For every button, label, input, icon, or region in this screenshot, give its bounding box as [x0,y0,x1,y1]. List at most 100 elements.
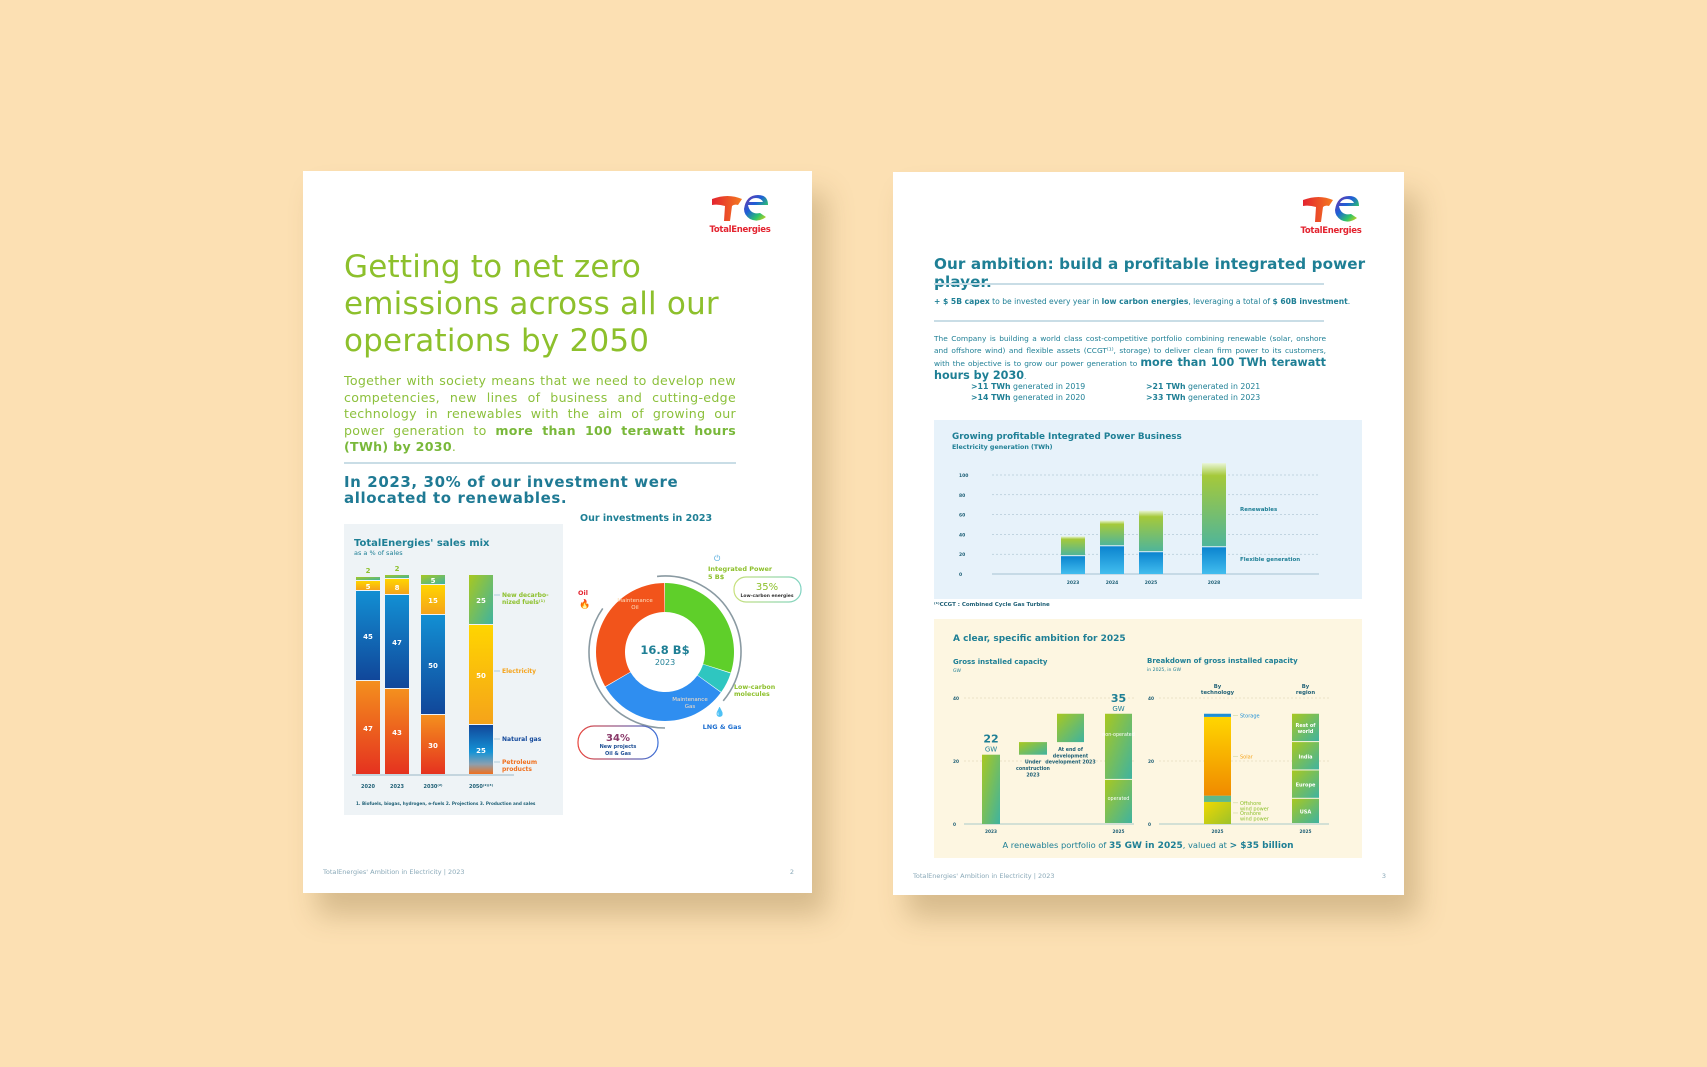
inner-label-maintenance-oil: Oil [631,605,639,611]
investments-donut-chart: Our investments in 2023 16.8 B$2023 Mainte… [577,513,802,760]
bar-segment-offshore-wind-power [1204,795,1231,802]
donut-center-label: 2023 [655,658,675,667]
segment-label: India [1298,754,1312,760]
bar-segment [421,715,445,774]
generation-list-2: >21 TWh generated in 2021 >33 TWh genera… [1146,381,1260,403]
new-projects-sub: Oil & Gas [605,751,631,757]
donut-segment-oil [596,583,665,687]
bar-flexible-generation [1100,546,1124,574]
capex-bold: $ 60B investment [1272,297,1348,306]
legend-label-new-decarbo-nized-fuels-: New decarbo- [502,592,549,599]
page-right: TotalEnergies Our ambition: build a prof… [893,172,1404,895]
chart-footnote: 1. Biofuels, biogas, hydrogen, e-fuels 2… [356,801,536,806]
paragraph-bold: more than 100 TWh terawatt hours by 2030 [934,356,1326,382]
bar-segment-europe [1292,770,1319,798]
x-tick-label: 2025 [1300,829,1312,835]
totalenergies-logo: TotalEnergies [708,191,772,239]
x-tick-label: 2025 [1212,829,1224,835]
bar-segment [469,725,493,774]
y-tick-label: 0 [953,822,956,828]
logo-mark-icon [712,195,768,221]
bar-segment-rest-of-world [1292,713,1319,742]
bar-segment [385,575,409,578]
bar-segment-india [1292,742,1319,770]
capex-end: . [1347,297,1351,306]
legend-label-cont: products [502,766,532,773]
bar-part-label: operated [1108,796,1130,802]
chart-subtitle: Electricity generation (TWh) [952,444,1053,451]
bar-segment [421,585,445,614]
chart-title: TotalEnergies' sales mix [354,538,490,549]
segment-label: wind power [1240,816,1270,822]
bar-flexible-generation [1202,547,1226,574]
x-tick-label: 2030⁽²⁾ [424,784,444,790]
sales-mix-panel: TotalEnergies' sales mix as a % of sales 4… [344,524,563,815]
capex-bold: + $ 5B capex [934,297,990,306]
data-label: 25 [476,747,486,755]
data-label: 2 [395,565,400,573]
data-label: 25 [476,597,486,605]
generation-item: >21 TWh generated in 2021 [1146,382,1261,391]
chart-subtitle: in 2025, in GW [1147,667,1181,673]
chart-title: Growing profitable Integrated Power Busi… [952,432,1182,442]
group-header: By [1302,684,1310,690]
data-label: 43 [392,729,402,737]
bar-part-label: non-operated [1102,732,1135,738]
step-label: At end of [1058,747,1084,753]
y-tick-label: 0 [1148,822,1151,828]
capex-text: to be invested every year in [989,297,1102,306]
bracket-arc-oil-gas [588,607,666,729]
logo-mark-icon [1303,196,1359,222]
footer-text: TotalEnergies' Ambition in Electricity |… [323,868,465,876]
callout-oil: Oil [578,589,588,597]
step-label: construction [1016,766,1051,772]
intro-text: Together with society means that we need… [344,373,736,438]
y-tick-label: 80 [959,493,965,499]
bar-segment [421,615,445,714]
group-header: technology [1201,690,1235,696]
chart-title: Our investments in 2023 [580,513,712,524]
y-tick-label: 40 [959,532,965,538]
data-label: 50 [428,662,438,670]
generation-item: >14 TWh generated in 2020 [971,393,1086,402]
gas-drop-icon: 💧 [714,706,725,718]
chart-subtitle: as a % of sales [354,549,403,557]
x-tick-label: 2028 [1208,580,1221,586]
callout-integrated-power-value: 5 B$ [708,573,725,581]
step-label: Under [1025,760,1042,766]
bar-segment [421,575,445,584]
callout-lng-gas: LNG & Gas [703,723,742,731]
bar-value-label: 22 [983,733,998,746]
inner-label-maintenance-gas: Maintenance [672,697,708,703]
data-label: 47 [392,639,402,647]
series-label-renewables: Renewables [1240,507,1278,513]
page-title: Getting to net zero emissions across all… [344,249,719,359]
new-projects-label: New projects [600,744,637,750]
low-carbon-percent: 35% [756,582,778,593]
segment-label: Offshore [1240,801,1261,807]
electricity-generation-chart: Growing profitable Integrated Power Busi… [934,420,1362,599]
bar-segment-usa [1292,798,1319,823]
data-label: 50 [476,672,486,680]
x-tick-label: 2023 [985,829,997,835]
inner-label-maintenance-gas: Gas [685,704,696,710]
bar-renewables [1061,536,1085,556]
summary-part: 35 GW in 2025 [1109,841,1183,851]
x-tick-label: 2025 [1113,829,1125,835]
group-header: By [1214,684,1222,690]
series-label-flexible-generation: Flexible generation [1240,557,1300,563]
low-carbon-pill [733,576,802,603]
divider [934,320,1324,322]
summary-statement: A renewables portfolio of 35 GW in 2025,… [1002,840,1293,851]
intro-paragraph: Together with society means that we need… [344,373,736,456]
y-tick-label: 20 [1148,759,1154,765]
summary-part: > $35 billion [1230,841,1294,851]
bar-unit-label: GW [1112,705,1124,713]
logo-text: TotalEnergies [709,225,771,235]
bar-segment [385,579,409,594]
ccgt-footnote: ⁽¹⁾CCGT : Combined Cycle Gas Turbine [934,602,1050,608]
bar-segment [356,681,380,774]
data-label: 15 [428,597,438,605]
data-label: 2 [366,567,371,575]
intro-bold: more than 100 terawatt hours (TWh) by 20… [344,422,737,455]
